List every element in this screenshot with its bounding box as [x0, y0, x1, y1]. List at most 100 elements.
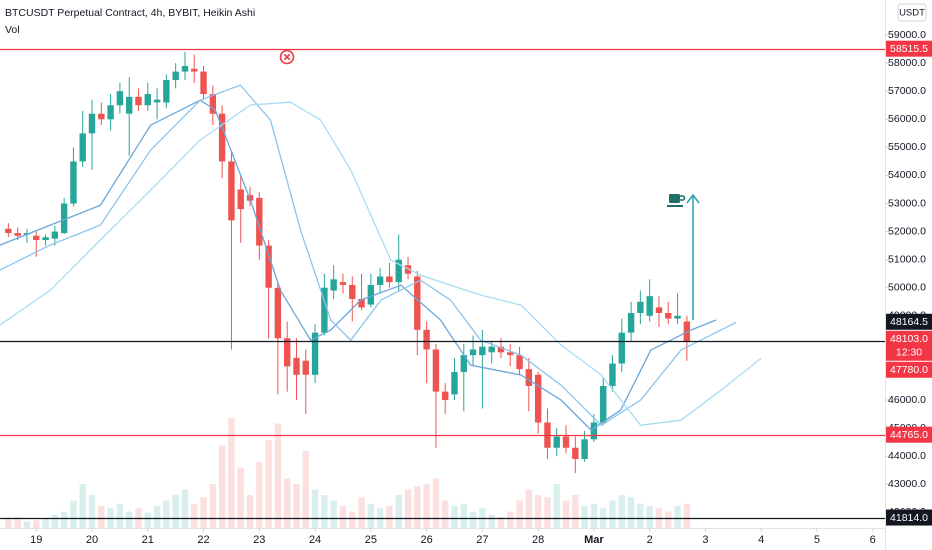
candle-body: [339, 282, 347, 285]
price-tags: 58515.5 48103.0 12:30 44765.0 41814.0 48164.5…: [886, 40, 932, 526]
volume-bar: [358, 497, 365, 528]
volume-bar: [228, 418, 235, 528]
price-tag: [886, 40, 932, 57]
candle-body: [646, 296, 653, 316]
y-tick-label: 56000.0: [888, 113, 926, 125]
candle-body: [33, 235, 40, 241]
volume-bar: [497, 517, 505, 528]
y-tick-label: 53000.0: [888, 197, 926, 209]
volume-bar: [14, 517, 21, 528]
alert-marker-cross: [283, 53, 291, 61]
volume-bar: [116, 503, 124, 528]
candle-body: [311, 332, 319, 375]
price-tag-label: 41814.0: [890, 512, 928, 524]
candle-body: [191, 68, 198, 72]
x-tick-label: 25: [365, 534, 377, 546]
x-tick-label: 26: [420, 534, 432, 546]
y-tick-label: 46000.0: [888, 394, 926, 406]
volume-bar: [256, 462, 263, 528]
x-tick-label: 2: [647, 534, 653, 546]
candle-body: [618, 332, 625, 364]
volume-bar: [209, 484, 217, 528]
volume-bar: [274, 423, 282, 528]
volume-bar: [683, 503, 691, 528]
candle-body: [674, 315, 681, 319]
candle-body: [367, 284, 375, 305]
candle-body: [302, 360, 309, 375]
x-tick-label: 19: [30, 534, 42, 546]
candle-body: [655, 307, 663, 314]
candle-body: [386, 276, 393, 283]
candle-body: [395, 259, 402, 283]
candle-body: [590, 422, 598, 440]
candle-body: [126, 96, 133, 114]
volume-bar: [311, 489, 319, 528]
currency-label: USDT: [899, 8, 925, 19]
candle-body: [274, 287, 282, 339]
volume-bar: [423, 484, 430, 528]
currency-box[interactable]: [897, 3, 927, 22]
candle-body: [637, 301, 644, 314]
price-tag: [886, 313, 932, 330]
candle-body: [163, 80, 170, 103]
candle-body: [42, 237, 49, 241]
volume-bar: [218, 445, 226, 528]
price-tag: [886, 330, 932, 361]
chart-title: BTCUSDT Perpetual Contract, 4h, BYBIT, H…: [5, 7, 255, 19]
candle-body: [581, 439, 588, 459]
volume-bar: [126, 511, 133, 528]
x-tick-label: 24: [309, 534, 321, 546]
y-tick-label: 51000.0: [888, 253, 926, 265]
volume-bar: [172, 495, 179, 528]
volume-bar: [609, 500, 616, 528]
volume-bar: [572, 495, 579, 528]
x-tick-label: 5: [814, 534, 820, 546]
volume-bar: [590, 503, 598, 528]
moving-average-line: [0, 84, 737, 427]
volume-bar: [153, 506, 161, 528]
candle-body: [349, 284, 356, 299]
candle-body: [321, 287, 328, 333]
candle-body: [237, 189, 244, 210]
candle-body: [209, 94, 217, 114]
candle-body: [441, 391, 449, 401]
volume-bar: [618, 495, 625, 528]
volume-bar: [265, 440, 272, 528]
x-tick-label: Mar: [584, 534, 604, 546]
candle-body: [572, 447, 579, 459]
volume-bar: [60, 511, 68, 528]
candle-body: [330, 279, 337, 291]
y-tick-label: 57000.0: [888, 85, 926, 97]
candle-body: [79, 133, 86, 162]
candle-body: [609, 363, 616, 386]
candle-body: [683, 321, 691, 341]
x-tick-label: 4: [758, 534, 764, 546]
volume-bar: [386, 506, 393, 528]
price-tag-label: 47780.0: [890, 364, 928, 376]
y-tick-label: 50000.0: [888, 282, 926, 294]
candle-body: [107, 105, 114, 120]
forecast-arrow-head: [686, 193, 700, 204]
volume-bar: [98, 506, 105, 528]
candle-body: [70, 161, 77, 204]
candle-body: [600, 385, 607, 423]
volume-bar: [246, 495, 254, 528]
x-tick-label: 27: [476, 534, 488, 546]
volume-bar: [293, 484, 300, 528]
candle-body: [14, 232, 21, 236]
y-tick-label: 52000.0: [888, 225, 926, 237]
candle-body: [432, 349, 440, 392]
volume-bar: [88, 495, 96, 528]
volume-bar: [451, 506, 458, 528]
price-tag: [886, 361, 932, 378]
candle-body: [144, 94, 151, 106]
x-tick-label: 22: [197, 534, 209, 546]
volume-bar: [627, 497, 635, 528]
volume-bar: [469, 511, 477, 528]
candle-body: [525, 369, 533, 386]
volume-bar: [432, 478, 440, 528]
volume-bar: [414, 486, 421, 528]
candle-body: [265, 245, 272, 288]
